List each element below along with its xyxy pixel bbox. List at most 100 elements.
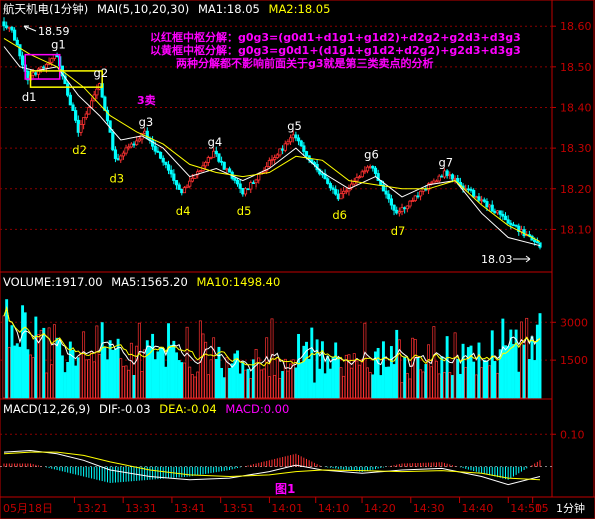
volume-bar (530, 336, 534, 399)
volume-bar (299, 362, 303, 399)
candle-body (445, 170, 449, 176)
candle-body (121, 152, 126, 157)
volume-bar (79, 352, 83, 399)
volume-bar (143, 349, 147, 399)
volume-bar (519, 321, 523, 399)
x-tick-label: 15 (535, 502, 549, 515)
volume-bar (98, 353, 101, 399)
volume-bar (450, 375, 454, 399)
volume-bar (355, 360, 359, 399)
volume-bar (45, 372, 48, 399)
volume-bar (493, 361, 497, 399)
volume-bar (5, 299, 9, 399)
volume-bar (400, 382, 404, 399)
volume-bar (302, 345, 306, 399)
candle-body (31, 72, 35, 76)
candle-body (129, 143, 133, 148)
volume-bar (190, 374, 194, 399)
candle-body (249, 182, 253, 190)
candle-body (339, 193, 343, 200)
low-price-label: 18.03 (481, 253, 513, 266)
volume-bar (320, 341, 324, 399)
volume-bar (421, 371, 425, 399)
point-label-g3: g3 (139, 115, 154, 129)
point-label-d4: d4 (176, 204, 191, 218)
candle-body (180, 189, 184, 194)
volume-bar (100, 322, 104, 399)
candle-body (204, 161, 208, 167)
volume-bar (31, 357, 35, 399)
volume-bar (257, 357, 261, 399)
candle-body (472, 190, 476, 198)
volume-bar (432, 326, 436, 399)
candle-body (533, 239, 537, 243)
price-ma-lines (3, 37, 541, 247)
point-labels: d1 g1 d2 g2 d3 g3 d4 g4 d5 g5 d6 g6 d7 g7 (22, 38, 453, 239)
candle-body (498, 210, 502, 215)
volume-bar (445, 336, 449, 399)
candle-body (84, 113, 88, 119)
volume-bar (52, 324, 56, 399)
candle-body (217, 153, 221, 162)
candle-body (437, 175, 441, 182)
volume-bar (488, 365, 492, 399)
candle-body (89, 100, 94, 108)
x-tick-label: 13:41 (174, 502, 206, 515)
candle-body (291, 134, 295, 139)
candle-body (384, 190, 388, 195)
volume-ma5-line (3, 305, 541, 372)
candle-body (158, 151, 163, 159)
volume-bar (456, 358, 460, 399)
candle-body (214, 150, 218, 155)
volume-bar (294, 367, 298, 399)
x-tick-label: 13:21 (76, 502, 108, 515)
volume-bar (135, 345, 139, 399)
candle-body (212, 150, 216, 158)
volume-bar (116, 338, 120, 399)
price-panel (0, 0, 553, 273)
volume-bar (278, 378, 282, 399)
volume-bar (129, 342, 133, 399)
volume-bar (119, 358, 123, 399)
volume-tick-label: 1500 (560, 354, 588, 367)
volume-bar (350, 367, 354, 399)
volume-bar (424, 364, 428, 399)
candle-body (371, 165, 375, 169)
volume-bar (458, 373, 462, 399)
candle-body (124, 147, 128, 154)
candle-body (485, 201, 489, 208)
volume-bar (469, 345, 473, 399)
macd-dea: DEA:-0.04 (159, 402, 216, 416)
volume-bar (230, 363, 234, 399)
volume-bar (233, 353, 237, 399)
candle-body (326, 178, 330, 184)
volume-bar (283, 358, 287, 399)
volume-bar (182, 362, 186, 399)
volume-bar (395, 329, 399, 399)
candle-body (320, 173, 325, 176)
candle-body (517, 225, 521, 232)
macd-header: MACD(12,26,9) DIF:-0.03 DEA:-0.04 MACD:0… (3, 402, 289, 416)
candle-body (288, 137, 293, 143)
volume-bar (15, 343, 19, 399)
candle-body (426, 183, 431, 191)
x-tick-label: 05月18日 (3, 502, 53, 515)
volume-bar (331, 356, 335, 399)
volume-bar (297, 333, 300, 399)
volume-bar (443, 372, 446, 399)
candle-body (166, 164, 171, 171)
candle-body (145, 130, 149, 139)
volume-bar (156, 351, 160, 399)
candle-body (241, 188, 245, 195)
volume-bar (501, 318, 505, 399)
candle-body (299, 140, 303, 147)
price-tick-label: 18.30 (560, 142, 592, 155)
candle-body (368, 165, 372, 168)
volume-bar (485, 360, 489, 399)
candle-body (440, 175, 444, 178)
volume-bar (18, 346, 22, 399)
candle-body (18, 44, 22, 57)
volume-bar (347, 354, 351, 399)
candle-body (275, 154, 279, 158)
